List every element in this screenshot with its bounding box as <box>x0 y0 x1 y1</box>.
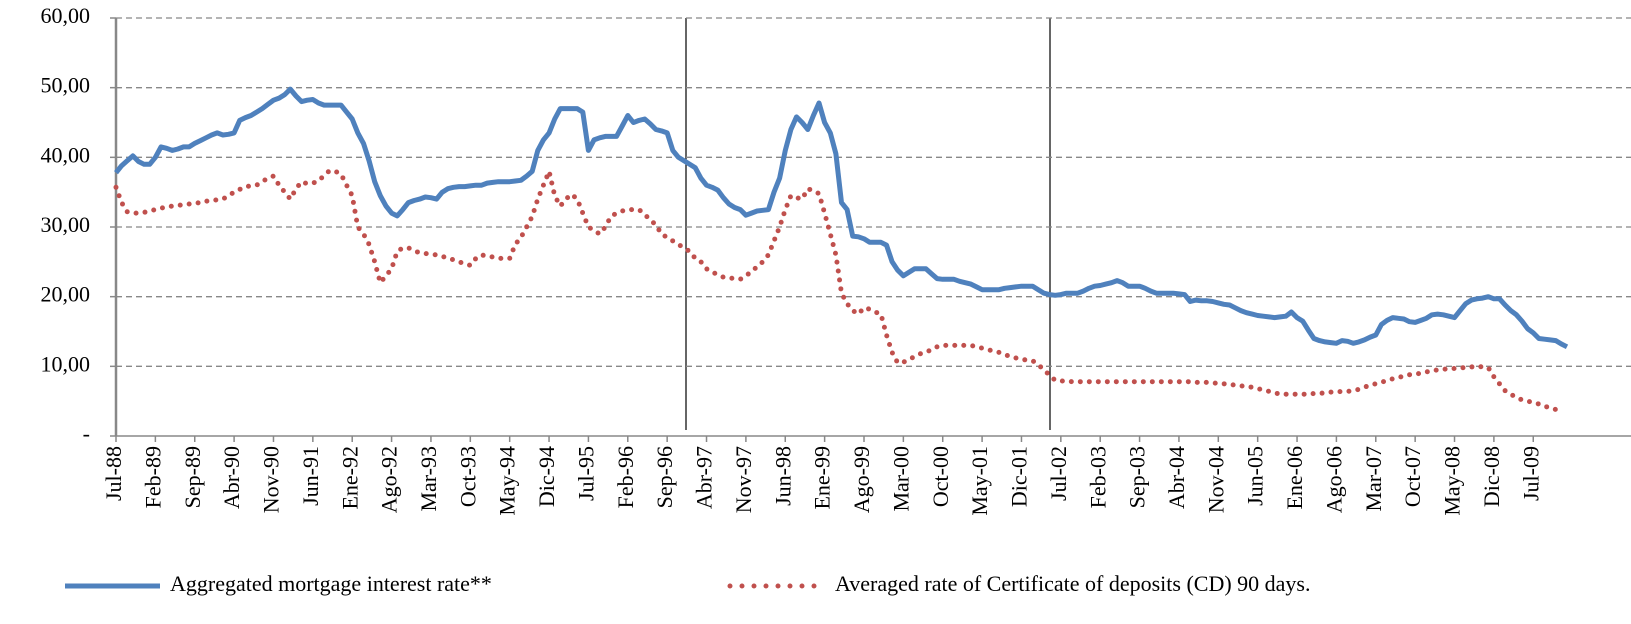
x-tick-label: Ene-92 <box>337 446 362 510</box>
x-tick-label: Nov-97 <box>731 446 756 513</box>
x-tick-label: Nov-90 <box>259 446 284 513</box>
y-tick-label: 20,00 <box>41 282 91 307</box>
series-line <box>113 168 1559 412</box>
y-tick-label: 30,00 <box>41 212 91 237</box>
legend-label: Averaged rate of Certificate of deposits… <box>835 571 1310 596</box>
series-line <box>114 86 1569 350</box>
x-tick-label: Ene-99 <box>810 446 835 510</box>
x-tick-label: Jul-88 <box>101 446 126 501</box>
x-tick-label: Dic-08 <box>1479 446 1504 507</box>
x-tick-label: May-94 <box>495 446 520 516</box>
y-tick-label: 60,00 <box>41 3 91 28</box>
x-tick-label: Sep-89 <box>180 446 205 508</box>
x-tick-label: Dic-94 <box>534 446 559 507</box>
x-tick-label: Feb-03 <box>1085 446 1110 508</box>
x-tick-label: Mar-93 <box>416 446 441 512</box>
y-tick-label: 40,00 <box>41 142 91 167</box>
legend-label: Aggregated mortgage interest rate** <box>170 571 492 596</box>
x-tick-label: Feb-89 <box>140 446 165 508</box>
x-tick-label: Dic-01 <box>1007 446 1032 507</box>
x-tick-label: Sep-96 <box>652 446 677 508</box>
x-tick-label: Ago-92 <box>377 446 402 513</box>
x-tick-label: Ago-99 <box>849 446 874 513</box>
x-tick-label: Jun-05 <box>1243 446 1268 506</box>
x-tick-label: Jun-98 <box>770 446 795 506</box>
x-tick-label: Jul-09 <box>1518 446 1543 501</box>
x-tick-label: Abr-04 <box>1164 446 1189 509</box>
x-tick-label: Oct-07 <box>1400 446 1425 507</box>
x-tick-label: Abr-90 <box>219 446 244 509</box>
x-tick-label: Oct-93 <box>455 446 480 507</box>
x-tick-label: Jun-91 <box>298 446 323 506</box>
x-tick-label: Jul-95 <box>573 446 598 501</box>
x-tick-label: May-01 <box>967 446 992 516</box>
y-tick-label: 10,00 <box>41 351 91 376</box>
x-tick-label: Feb-96 <box>613 446 638 508</box>
x-tick-label: Sep-03 <box>1125 446 1150 508</box>
x-tick-label: Mar-00 <box>888 446 913 512</box>
x-tick-label: Ago-06 <box>1321 446 1346 513</box>
x-tick-label: Nov-04 <box>1203 446 1228 513</box>
y-tick-label: 50,00 <box>41 73 91 98</box>
x-tick-label: Oct-00 <box>928 446 953 507</box>
x-tick-label: Mar-07 <box>1361 446 1386 512</box>
x-tick-label: Ene-06 <box>1282 446 1307 510</box>
x-tick-label: Jul-02 <box>1046 446 1071 501</box>
y-tick-label: - <box>83 421 90 446</box>
x-tick-label: Abr-97 <box>692 446 717 509</box>
x-tick-label: May-08 <box>1440 446 1465 516</box>
